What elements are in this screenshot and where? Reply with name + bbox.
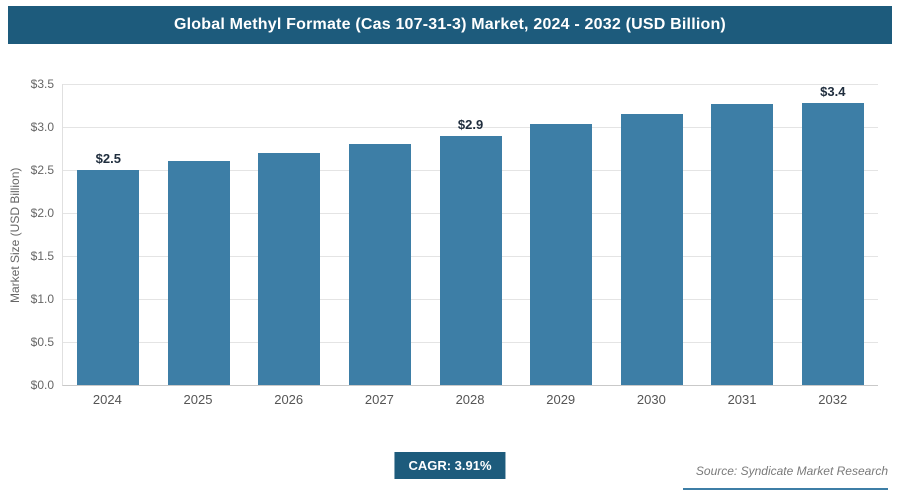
source-text: Source: Syndicate Market Research [695, 464, 888, 478]
x-tick-label: 2030 [636, 392, 666, 407]
bar-2025 [167, 161, 230, 385]
y-tick-label: $2.5 [30, 163, 54, 177]
chart-title-bar: Global Methyl Formate (Cas 107-31-3) Mar… [8, 6, 892, 44]
source-container: Source: Syndicate Market Research [683, 462, 888, 490]
bar-2024 [77, 170, 140, 385]
x-tick-label: 2026 [274, 392, 304, 407]
x-tick-label: 2025 [183, 392, 213, 407]
x-tick-label: 2024 [92, 392, 122, 407]
y-tick-label: $2.0 [30, 206, 54, 220]
bar-2026 [258, 152, 321, 385]
bar-value-label: $2.9 [457, 116, 484, 132]
gridline [63, 84, 878, 85]
x-tick-label: 2029 [546, 392, 576, 407]
y-tick-label: $0.0 [30, 378, 54, 392]
bar-slot [154, 84, 245, 385]
y-tick-label: $0.5 [30, 335, 54, 349]
bar-2032 [801, 103, 864, 385]
bar-slot [697, 84, 788, 385]
bar-2031 [711, 103, 774, 385]
y-axis-ticks: $0.0 $0.5 $1.0 $1.5 $2.0 $2.5 $3.0 $3.5 [20, 77, 58, 392]
x-tick-label: 2028 [455, 392, 485, 407]
x-tick-label: 2032 [818, 392, 848, 407]
bar-2030 [620, 114, 683, 385]
x-tick-label: 2027 [364, 392, 394, 407]
bar-2028 [439, 135, 502, 385]
x-tick-label: 2031 [727, 392, 757, 407]
y-tick-label: $3.5 [30, 77, 54, 91]
bar-slot: $2.5 [63, 84, 154, 385]
x-axis-labels: 2024 2025 2026 2027 2028 2029 2030 2031 2032 [62, 392, 878, 412]
cagr-badge: CAGR: 3.91% [394, 452, 506, 479]
bar-slot [606, 84, 697, 385]
y-tick-label: $3.0 [30, 120, 54, 134]
bar-value-label: $3.4 [820, 84, 846, 99]
chart-title: Global Methyl Formate (Cas 107-31-3) Mar… [174, 16, 726, 33]
y-tick-label: $1.5 [30, 249, 54, 263]
bar-slot: $3.4 [788, 84, 879, 385]
bar-slot [516, 84, 607, 385]
y-tick-label: $1.0 [30, 292, 54, 306]
bar-slot [244, 84, 335, 385]
bar-slot [335, 84, 426, 385]
bar-2027 [348, 144, 411, 385]
bar-slot: $2.9 [425, 84, 516, 385]
bars-container: $2.5 $2.9 $3.4 [63, 84, 878, 385]
bar-2029 [530, 124, 593, 385]
bar-value-label: $2.5 [95, 151, 121, 166]
gridline [63, 127, 878, 128]
plot-area: $2.5 $2.9 $3.4 [62, 84, 878, 386]
